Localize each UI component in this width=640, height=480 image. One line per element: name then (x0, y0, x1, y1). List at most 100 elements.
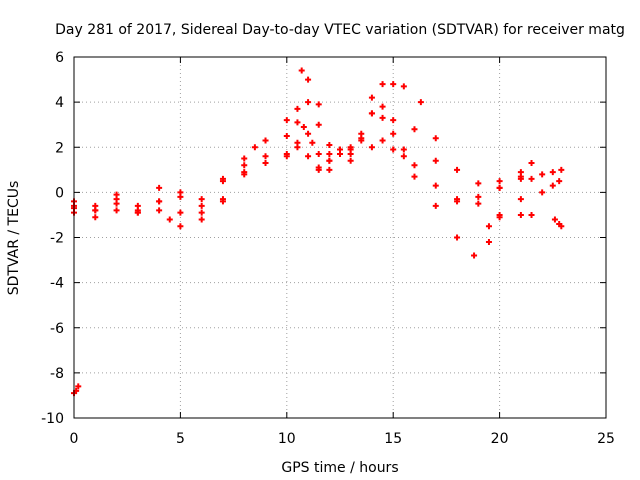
data-point (432, 157, 439, 164)
data-point (326, 166, 333, 173)
series-track-4 (71, 99, 461, 241)
data-point (241, 169, 248, 176)
data-point (241, 155, 248, 162)
x-tick-label: 0 (70, 431, 79, 447)
data-point (198, 202, 205, 209)
y-tick-label: -2 (50, 231, 64, 247)
chart-title: Day 281 of 2017, Sidereal Day-to-day VTE… (55, 22, 625, 38)
data-point (475, 200, 482, 207)
data-point (241, 162, 248, 169)
data-point (298, 67, 305, 74)
data-point (134, 209, 141, 216)
series-track-9 (528, 166, 565, 182)
data-point (337, 151, 343, 158)
grid (74, 57, 606, 418)
series-track-5 (298, 67, 343, 158)
data-point (432, 135, 439, 142)
data-point (347, 151, 354, 158)
data-point (528, 211, 535, 218)
data-point (556, 178, 563, 185)
data-point (305, 99, 312, 106)
series-track-11 (71, 383, 82, 397)
data-point (379, 103, 386, 110)
data-point (315, 151, 322, 158)
y-tick-label: 0 (55, 185, 64, 201)
data-point (432, 182, 439, 189)
data-point (432, 202, 439, 209)
x-tick-label: 10 (278, 431, 296, 447)
data-point (283, 151, 290, 158)
data-point (528, 160, 535, 167)
data-point (417, 99, 424, 106)
data-point (294, 139, 301, 146)
data-point (347, 157, 354, 164)
y-axis-label: SDTVAR / TECUs (6, 181, 22, 296)
data-point (113, 191, 120, 198)
data-point (92, 214, 99, 221)
data-point (177, 223, 184, 230)
data-point (471, 252, 478, 259)
x-axis-label: GPS time / hours (281, 460, 398, 476)
data-point (113, 207, 120, 214)
data-point (300, 123, 307, 130)
data-point (262, 137, 269, 144)
data-point (485, 239, 492, 246)
data-point (262, 160, 269, 167)
series-track-10 (551, 216, 565, 230)
data-point (294, 105, 301, 112)
data-point (475, 180, 482, 187)
data-point (315, 101, 322, 108)
data-point (539, 189, 546, 196)
data-point (156, 207, 163, 214)
data-point (496, 184, 503, 191)
data-point (358, 130, 365, 137)
y-tick-label: -6 (50, 321, 64, 337)
series-track-6 (417, 99, 535, 187)
data-point (198, 216, 205, 223)
data-point (379, 114, 386, 121)
data-point (454, 234, 461, 241)
x-tick-label: 15 (384, 431, 402, 447)
data-point (326, 151, 333, 158)
data-point (390, 146, 397, 153)
y-tick-label: -10 (41, 411, 64, 427)
data-point (528, 175, 535, 182)
data-point (485, 223, 492, 230)
data-point (551, 216, 558, 223)
data-point (177, 209, 184, 216)
data-point (198, 196, 205, 203)
data-point (309, 139, 316, 146)
data-point (305, 130, 312, 137)
data-point (305, 76, 312, 83)
data-point (75, 383, 82, 390)
data-point (305, 153, 312, 160)
y-tick-label: 6 (55, 50, 64, 66)
data-point (539, 171, 546, 178)
data-point (315, 121, 322, 128)
data-point (92, 207, 99, 214)
data-point (283, 132, 290, 139)
data-point (262, 153, 269, 160)
data-point (156, 198, 163, 205)
data-point (400, 153, 407, 160)
data-points (71, 67, 565, 397)
data-point (219, 198, 226, 205)
series-track-8 (485, 211, 535, 230)
data-point (358, 137, 365, 144)
data-point (517, 196, 524, 203)
series-track-2 (71, 135, 524, 230)
data-point (219, 178, 226, 185)
data-point (549, 182, 556, 189)
data-point (390, 117, 397, 124)
data-point (517, 211, 524, 218)
data-point (368, 94, 375, 101)
data-point (454, 196, 461, 203)
data-point (411, 162, 418, 169)
data-point (549, 169, 556, 176)
data-point (558, 223, 565, 230)
data-point (411, 126, 418, 133)
data-point (315, 164, 322, 171)
x-tick-label: 20 (491, 431, 509, 447)
series-track-7 (471, 178, 563, 259)
data-point (379, 137, 386, 144)
